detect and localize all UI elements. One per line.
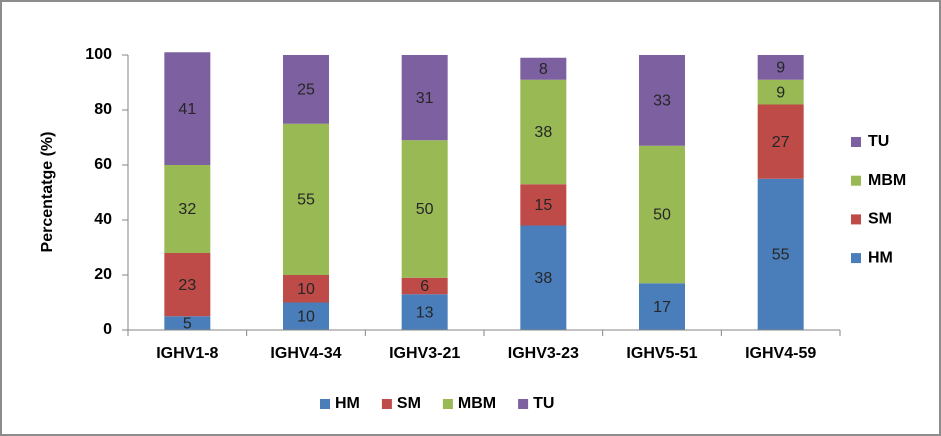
value-label: 8 [539, 61, 548, 78]
value-label: 50 [416, 201, 434, 218]
value-label: 23 [178, 277, 196, 294]
x-tick-label: IGHV5-51 [626, 345, 697, 362]
bar-segment [757, 55, 804, 80]
bar-segment [520, 57, 567, 80]
bar-segment [520, 184, 567, 226]
bar-segment [283, 302, 329, 330]
bar-segment [164, 253, 211, 317]
bar-segment [164, 52, 211, 165]
legend-swatch [442, 399, 453, 409]
legend-label: TU [533, 395, 554, 412]
value-label: 32 [178, 201, 196, 218]
legend-label: MBM [458, 395, 496, 412]
legend-swatch [851, 175, 861, 186]
bar-segment [757, 104, 804, 179]
value-label: 27 [772, 134, 790, 151]
value-label: 9 [776, 84, 785, 101]
x-tick-label: IGHV4-59 [745, 345, 816, 362]
value-label: 13 [416, 304, 434, 321]
bar-segment [164, 165, 211, 253]
y-tick-label: 80 [94, 101, 112, 118]
value-label: 38 [534, 270, 552, 287]
bar-segment [639, 145, 685, 284]
legend-swatch [518, 399, 529, 409]
value-label: 10 [297, 308, 315, 325]
legend-swatch [320, 399, 330, 409]
value-label: 9 [776, 60, 785, 77]
value-label: 17 [653, 299, 671, 316]
bar-segment [520, 79, 567, 185]
y-tick-label: 20 [94, 266, 112, 283]
legend-label: SM [868, 211, 892, 228]
bar-segment [401, 294, 448, 330]
bar-segment [283, 55, 329, 124]
y-tick-label: 40 [94, 211, 112, 228]
bar-segment [283, 123, 329, 275]
legend-label: SM [397, 395, 421, 412]
legend-label: MBM [868, 172, 906, 189]
y-tick-label: 100 [85, 46, 112, 63]
bar-segment [401, 140, 448, 278]
x-tick-label: IGHV3-23 [508, 345, 579, 362]
value-label: 55 [297, 192, 315, 209]
bar-segment [520, 225, 567, 330]
legend-swatch [851, 253, 861, 264]
bar-segment [164, 316, 211, 330]
value-label: 25 [297, 82, 315, 99]
bar-segment [401, 277, 448, 295]
x-tick-label: IGHV1-8 [156, 345, 218, 362]
bar-segment [757, 178, 804, 330]
bar-segment [401, 55, 448, 141]
bar-segment [757, 79, 804, 105]
value-label: 15 [534, 197, 552, 214]
y-axis-label: Percentatge (%) [39, 132, 56, 253]
value-label: 6 [420, 278, 429, 295]
x-tick-label: IGHV3-21 [389, 345, 460, 362]
legend-swatch [381, 399, 392, 409]
legend-label: HM [868, 249, 893, 266]
value-label: 50 [653, 207, 671, 224]
y-tick-label: 60 [94, 156, 112, 173]
value-label: 10 [297, 281, 315, 298]
legend-label: HM [335, 395, 360, 412]
value-label: 55 [772, 247, 790, 264]
legend-label: TU [868, 133, 889, 150]
bar-segment [639, 55, 685, 146]
legend-swatch [851, 214, 861, 225]
bar-segment [283, 275, 329, 303]
legend-swatch [851, 137, 861, 147]
value-label: 33 [653, 93, 671, 110]
y-tick-label: 0 [103, 321, 112, 338]
value-label: 38 [534, 124, 552, 141]
value-label: 41 [178, 101, 196, 118]
x-tick-label: IGHV4-34 [270, 345, 341, 362]
bar-segment [639, 283, 685, 330]
value-label: 5 [183, 315, 192, 332]
value-label: 31 [416, 90, 434, 107]
